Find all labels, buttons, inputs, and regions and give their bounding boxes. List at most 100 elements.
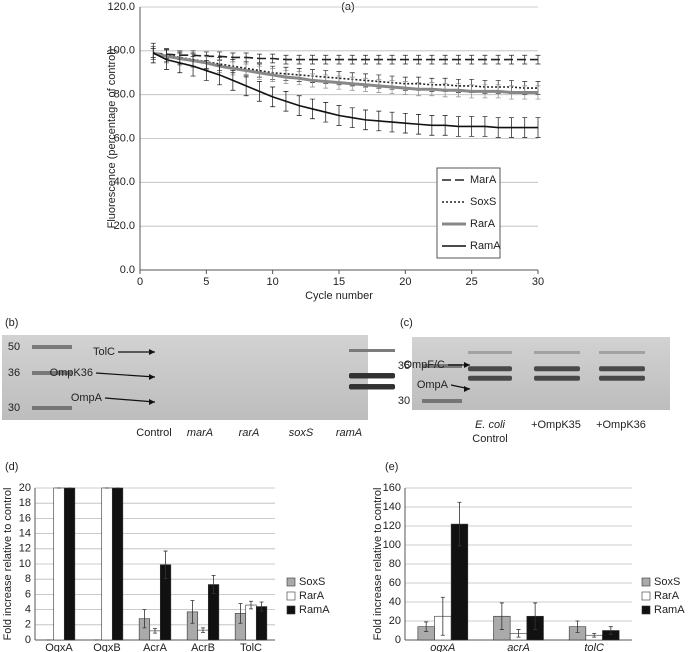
y-tick-label: 12 — [19, 543, 31, 555]
series-line — [153, 52, 538, 61]
protein-band — [599, 351, 645, 354]
x-tick-label: 10 — [267, 276, 279, 288]
error-bar — [592, 632, 597, 638]
lane-label: rarA — [239, 427, 260, 439]
error-bar — [440, 596, 445, 636]
bar — [245, 604, 257, 641]
y-tick-label: 120.0 — [107, 1, 135, 13]
y-tick-label: 2 — [25, 619, 31, 631]
y-tick-label: 140 — [383, 501, 401, 513]
error-bar — [499, 602, 504, 630]
error-bar — [259, 601, 264, 612]
y-tick-label: 100.0 — [107, 45, 135, 57]
lane-label: ramA — [336, 427, 362, 439]
marker-label: 36 — [8, 367, 20, 379]
band-label: TolC — [93, 346, 115, 358]
series-line — [152, 51, 538, 94]
x-tick-label: 15 — [333, 276, 345, 288]
error-bar — [608, 626, 613, 635]
x-tick-label: 5 — [203, 276, 209, 288]
y-tick-label: 60 — [389, 577, 401, 589]
protein-band — [468, 366, 512, 372]
ladder-band — [32, 406, 72, 410]
x-tick-label: oqxA — [430, 642, 455, 652]
arrow-head — [464, 362, 470, 368]
y-tick-label: 14 — [19, 528, 31, 540]
lane-label: +OmpK35 — [531, 419, 581, 431]
y-axis-label: Fold increase relative to control — [372, 488, 384, 641]
legend-label: RarA — [470, 218, 496, 230]
error-bar — [249, 600, 253, 610]
x-tick-label: AcrA — [143, 642, 168, 652]
legend-box — [436, 167, 501, 259]
error-bar — [153, 628, 157, 634]
y-tick-label: 8 — [25, 573, 31, 585]
y-tick-label: 20.0 — [114, 220, 135, 232]
legend-label: SoxS — [654, 576, 680, 588]
lane-label: Control — [472, 433, 507, 445]
band-arrow — [95, 372, 156, 378]
arrow-head — [149, 374, 155, 380]
y-tick-label: 0 — [25, 634, 31, 646]
series-line — [152, 52, 538, 129]
band-label: OmpA — [417, 379, 449, 391]
panel-label: (b) — [5, 317, 18, 329]
x-tick-label: 25 — [466, 276, 478, 288]
y-tick-label: 80.0 — [114, 89, 135, 101]
arrow-head — [149, 399, 155, 405]
bar — [63, 487, 76, 641]
band-arrow — [104, 397, 156, 403]
y-tick-label: 40.0 — [114, 176, 135, 188]
error-bar — [163, 550, 168, 579]
series-line — [153, 52, 538, 89]
error-bar — [211, 575, 216, 595]
error-bar — [516, 629, 521, 638]
y-tick-label: 100 — [383, 539, 401, 551]
ladder-band — [32, 345, 72, 349]
y-tick-label: 4 — [25, 604, 31, 616]
lane-label: marA — [187, 427, 213, 439]
legend-label: RamA — [299, 604, 330, 616]
y-tick-label: 80 — [389, 558, 401, 570]
legend-label: RamA — [654, 604, 685, 616]
x-tick-label: OqxB — [93, 642, 121, 652]
protein-band — [468, 351, 512, 354]
y-tick-label: 0 — [395, 634, 401, 646]
marker-label: 30 — [398, 395, 410, 407]
x-axis-label: Cycle number — [305, 290, 373, 302]
y-tick-label: 16 — [19, 512, 31, 524]
legend-label: RarA — [654, 590, 680, 602]
lane-label: E. coli — [475, 419, 506, 431]
band-label: OmpA — [71, 392, 103, 404]
protein-band — [534, 366, 580, 372]
legend-swatch — [286, 577, 296, 587]
y-tick-label: 40 — [389, 596, 401, 608]
x-tick-label: tolC — [584, 642, 604, 652]
y-tick-label: 0.0 — [120, 264, 135, 276]
x-tick-label: OqxA — [45, 642, 73, 652]
error-bar — [533, 602, 538, 630]
y-tick-label: 160 — [383, 482, 401, 494]
arrow-head — [464, 386, 470, 392]
y-tick-label: 120 — [383, 520, 401, 532]
marker-label: 36 — [398, 360, 410, 372]
error-bar — [190, 600, 195, 624]
y-axis-label: Fold increase relative to control — [2, 488, 14, 641]
y-tick-label: 6 — [25, 588, 31, 600]
gel-image — [2, 335, 368, 420]
error-bar — [142, 609, 147, 629]
x-tick-label: AcrB — [191, 642, 215, 652]
error-bar — [201, 627, 205, 633]
lane-label: soxS — [289, 427, 314, 439]
marker-label: 30 — [8, 402, 20, 414]
legend-label: RarA — [299, 590, 325, 602]
band-label: OmpK36 — [50, 367, 93, 379]
protein-band — [349, 373, 395, 379]
bar — [111, 487, 124, 641]
legend-swatch — [286, 591, 296, 601]
legend-swatch — [641, 605, 651, 615]
protein-band — [349, 384, 395, 390]
x-tick-label: 20 — [399, 276, 411, 288]
protein-band — [534, 351, 580, 354]
